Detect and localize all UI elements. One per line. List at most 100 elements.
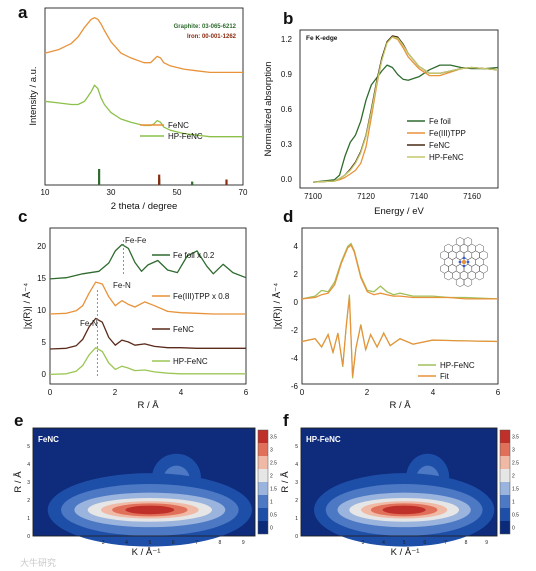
watermark: 大牛研究 [20, 557, 56, 569]
e-y-axis-label: R / Å [13, 471, 24, 493]
panel-letter-f: f [283, 411, 289, 430]
d-x-axis-label: R / Å [389, 400, 411, 411]
colorbar-swatch-3 [258, 482, 268, 495]
reference-graphite-label: Graphite: 03-065-6212 [174, 24, 237, 30]
series-line-hp-fenc [44, 84, 243, 138]
f-frame [300, 427, 498, 537]
series-line-fenc [49, 317, 246, 350]
x-tick-label: 9 [242, 540, 245, 546]
e-axis-ticks: 3 4 5 6 7 8 9 0 1 2 3 4 5 [27, 444, 245, 546]
c-y-axis-label: |χ(R)| / Å⁻⁴ [22, 283, 33, 329]
d-xtick-1: 2 [365, 388, 370, 397]
b-ytick-3: 0.9 [281, 70, 293, 79]
panel-letter-d: d [283, 207, 293, 226]
colorbar-tick-label: 1 [270, 500, 273, 506]
panel-a-frame [44, 7, 244, 186]
y-tick-label: 4 [295, 462, 298, 468]
colorbar-swatch-6 [500, 443, 510, 456]
x-tick-label: 6 [423, 540, 426, 546]
x-tick-label: 5 [148, 540, 151, 546]
colorbar-tick-label: 2 [512, 474, 515, 480]
b-xtick-1: 7120 [357, 192, 375, 201]
c-ytick-2: 10 [37, 306, 46, 315]
colorbar-swatch-1 [258, 508, 268, 521]
e-contour-plot [47, 453, 252, 547]
c-annotation-fe-n-1: Fe-N [113, 281, 131, 290]
colorbar-tick-label: 2.5 [512, 461, 519, 467]
colorbar-tick-label: 0.5 [270, 513, 277, 519]
colorbar-frame [499, 429, 511, 535]
d-ytick-1: -4 [291, 354, 299, 363]
colorbar-tick-label: 0.5 [512, 513, 519, 519]
series-line-fe-iii-tpp-x-0-8 [49, 281, 246, 315]
y-tick-label: 0 [27, 534, 30, 540]
b-xtick-0: 7100 [304, 192, 322, 201]
panel-a-plot-area [44, 17, 243, 185]
f-x-axis-label: K / Å⁻¹ [391, 547, 420, 558]
colorbar-tick-label: 0 [512, 526, 515, 532]
colorbar-swatch-3 [500, 482, 510, 495]
e-frame [32, 427, 256, 537]
panel-b-legend: Fe foil Fe(III)TPP FeNC HP-FeNC [407, 117, 466, 162]
series-line-fenc [44, 17, 243, 74]
d-ytick-0: -6 [291, 382, 299, 391]
b-ytick-4: 1.2 [281, 35, 293, 44]
colorbar-frame [257, 429, 269, 535]
panel-letter-e: e [14, 411, 23, 430]
e-title: FeNC [38, 435, 59, 444]
panel-d: d HP-FeNC Fit 4 2 0 -2 -4 -6 0 2 4 6 R /… [272, 207, 501, 411]
panel-c: c Fe-Fe Fe-N Fe-N Fe foil x 0.2 Fe(III)T… [18, 207, 249, 411]
legend-label-fenc: FeNC [173, 325, 194, 334]
graphene-fe-n4-structure-inset [440, 237, 488, 288]
e-colorbar: 0 0.5 1 1.5 2 2.5 3 3.5 [257, 429, 277, 535]
c-xtick-2: 4 [179, 388, 184, 397]
panel-a: a Graphite: 03-065-6212 Iron: 00-001-126… [18, 3, 248, 212]
iron-atom [461, 259, 467, 265]
series-line-fe-foil [313, 64, 499, 183]
colorbar-swatch-4 [258, 469, 268, 482]
legend-label-hp-fenc: HP-FeNC [173, 357, 208, 366]
colorbar-swatch-6 [258, 443, 268, 456]
panel-d-legend: HP-FeNC Fit [418, 361, 475, 381]
panel-letter-a: a [18, 3, 28, 22]
x-tick-label: 3 [362, 540, 365, 546]
c-xtick-0: 0 [48, 388, 53, 397]
x-tick-label: 3 [102, 540, 105, 546]
x-tick-label: 8 [219, 540, 222, 546]
c-ytick-1: 5 [42, 338, 47, 347]
colorbar-swatch-1 [500, 508, 510, 521]
y-tick-label: 3 [27, 480, 30, 486]
legend-label-fenc: FeNC [429, 141, 450, 150]
c-ytick-4: 20 [37, 242, 46, 251]
d-y-axis-label: |χ(R)| / Å⁻⁴ [272, 283, 283, 329]
y-tick-label: 1 [27, 516, 30, 522]
f-contour-plot [313, 453, 495, 547]
panel-b-frame [299, 29, 499, 189]
colorbar-tick-label: 1.5 [512, 487, 519, 493]
c-xtick-1: 2 [113, 388, 118, 397]
a-y-axis-label: Intensity / a.u. [28, 66, 39, 125]
c-annotation-fe-fe: Fe-Fe [125, 236, 147, 245]
colorbar-tick-label: 3 [270, 448, 273, 454]
f-axis-ticks: 3 4 5 6 7 8 9 0 1 2 3 4 5 [295, 444, 488, 546]
c-xtick-3: 6 [244, 388, 249, 397]
legend-label-hp-fenc: HP-FeNC [429, 153, 464, 162]
a-x-axis-label: 2 theta / degree [111, 201, 178, 212]
c-x-axis-label: R / Å [137, 400, 159, 411]
legend-label-feiiitpp: Fe(III)TPP [429, 129, 466, 138]
legend-label-fit: Fit [440, 372, 450, 381]
panel-a-legend: FeNC HP-FeNC [140, 121, 203, 141]
y-tick-label: 5 [295, 444, 298, 450]
reference-iron-label: Iron: 00-001-1262 [187, 34, 237, 40]
colorbar-swatch-0 [258, 521, 268, 534]
series-line-magnitude-fit [301, 243, 498, 300]
legend-label-hp-fenc: HP-FeNC [168, 132, 203, 141]
x-tick-label: 7 [444, 540, 447, 546]
x-tick-label: 6 [172, 540, 175, 546]
f-colorbar: 0 0.5 1 1.5 2 2.5 3 3.5 [499, 429, 519, 535]
legend-label-fe-foil: Fe foil [429, 117, 451, 126]
b-xtick-2: 7140 [410, 192, 428, 201]
colorbar-tick-label: 3.5 [270, 435, 277, 441]
colorbar-swatch-2 [258, 495, 268, 508]
y-tick-label: 2 [27, 498, 30, 504]
